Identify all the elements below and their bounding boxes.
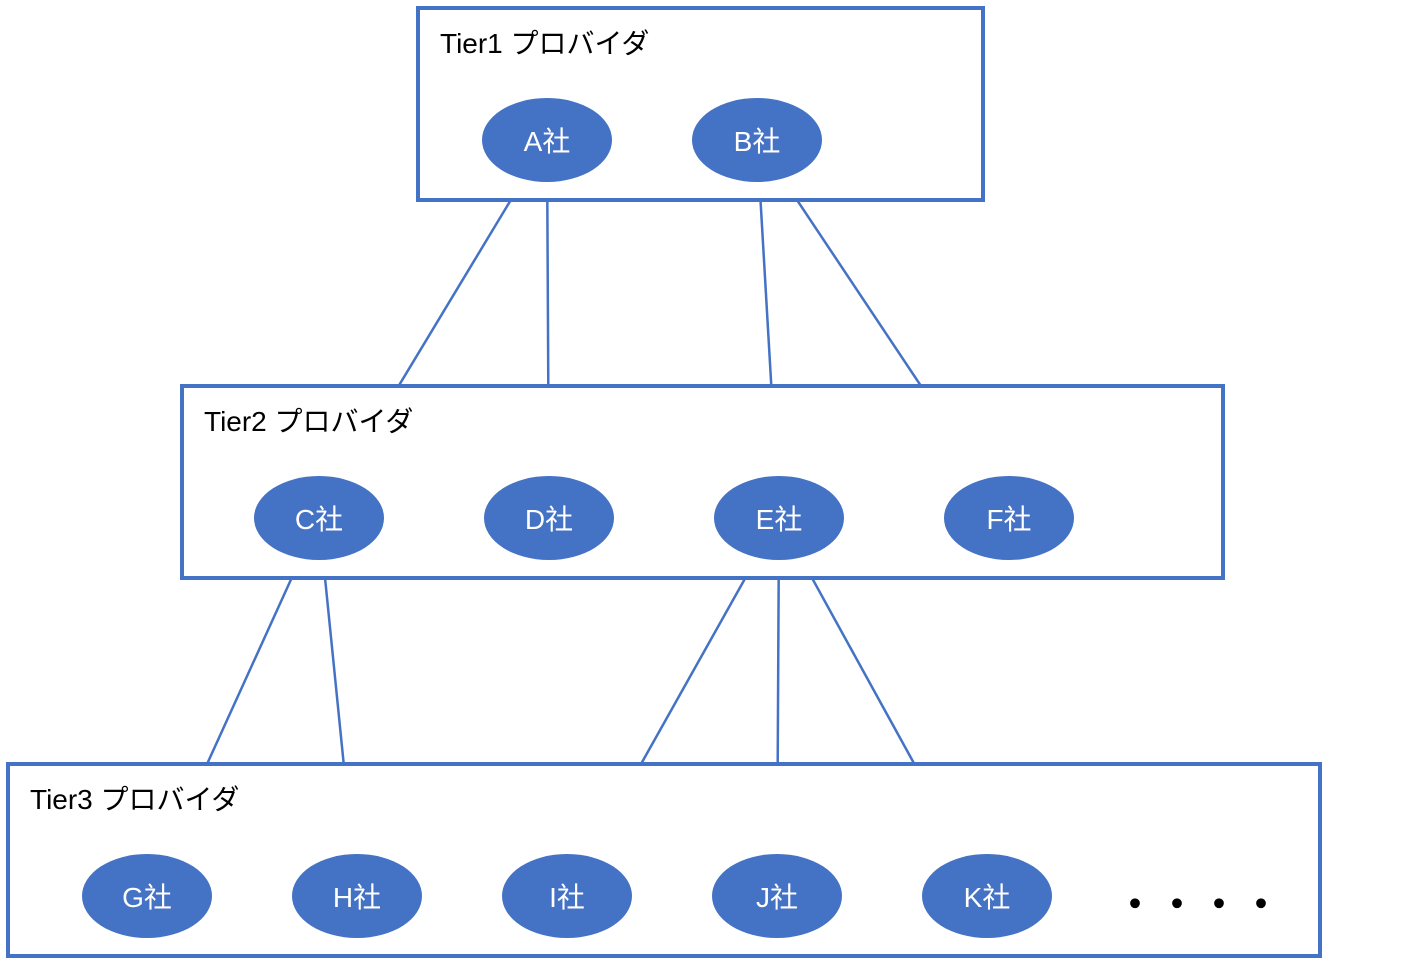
node-I: I社	[502, 854, 632, 938]
node-F-label: F社	[986, 498, 1031, 538]
diagram-stage: Tier1 プロバイダ Tier2 プロバイダ Tier3 プロバイダ A社 B社 C社 D…	[0, 0, 1427, 971]
node-K-label: K社	[964, 876, 1011, 916]
tier2-title: Tier2 プロバイダ	[204, 400, 413, 440]
node-H: H社	[292, 854, 422, 938]
node-F: F社	[944, 476, 1074, 560]
node-G-label: G社	[122, 876, 172, 916]
node-G: G社	[82, 854, 212, 938]
node-I-label: I社	[549, 876, 585, 916]
node-E-label: E社	[756, 498, 803, 538]
ellipsis: ・・・・	[1115, 872, 1283, 930]
node-B-label: B社	[734, 120, 781, 160]
node-D: D社	[484, 476, 614, 560]
node-D-label: D社	[525, 498, 573, 538]
node-C: C社	[254, 476, 384, 560]
node-A-label: A社	[524, 120, 571, 160]
node-H-label: H社	[333, 876, 381, 916]
node-A: A社	[482, 98, 612, 182]
tier1-title: Tier1 プロバイダ	[440, 22, 649, 62]
node-C-label: C社	[295, 498, 343, 538]
node-J: J社	[712, 854, 842, 938]
node-K: K社	[922, 854, 1052, 938]
node-E: E社	[714, 476, 844, 560]
node-J-label: J社	[756, 876, 798, 916]
node-B: B社	[692, 98, 822, 182]
tier3-title: Tier3 プロバイダ	[30, 778, 239, 818]
